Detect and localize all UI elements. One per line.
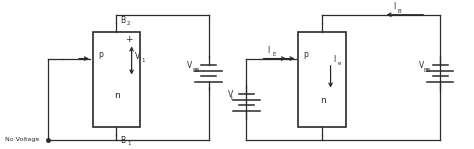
Text: V: V [228,90,233,99]
Text: No Voltage: No Voltage [5,137,40,142]
Text: t: t [231,96,234,101]
Text: 2: 2 [127,21,130,26]
Bar [93,32,140,127]
Text: 1: 1 [127,141,130,146]
Text: V: V [419,61,424,70]
Text: E: E [273,52,276,57]
Text: V: V [187,61,192,70]
Text: BB: BB [424,68,431,73]
Text: n: n [320,96,326,105]
Text: 1: 1 [141,58,145,63]
Text: I: I [393,2,395,11]
Text: V: V [136,52,141,61]
Text: e: e [337,61,341,66]
Text: B: B [398,8,401,14]
Text: B: B [120,16,126,25]
Text: I: I [268,46,270,55]
Text: n: n [115,91,120,100]
Text: p: p [98,50,103,59]
Text: p: p [303,50,309,59]
Text: +: + [126,35,133,44]
Text: B: B [120,136,126,145]
Text: BB: BB [192,68,200,73]
Bar [299,32,346,127]
Text: I: I [333,55,335,64]
